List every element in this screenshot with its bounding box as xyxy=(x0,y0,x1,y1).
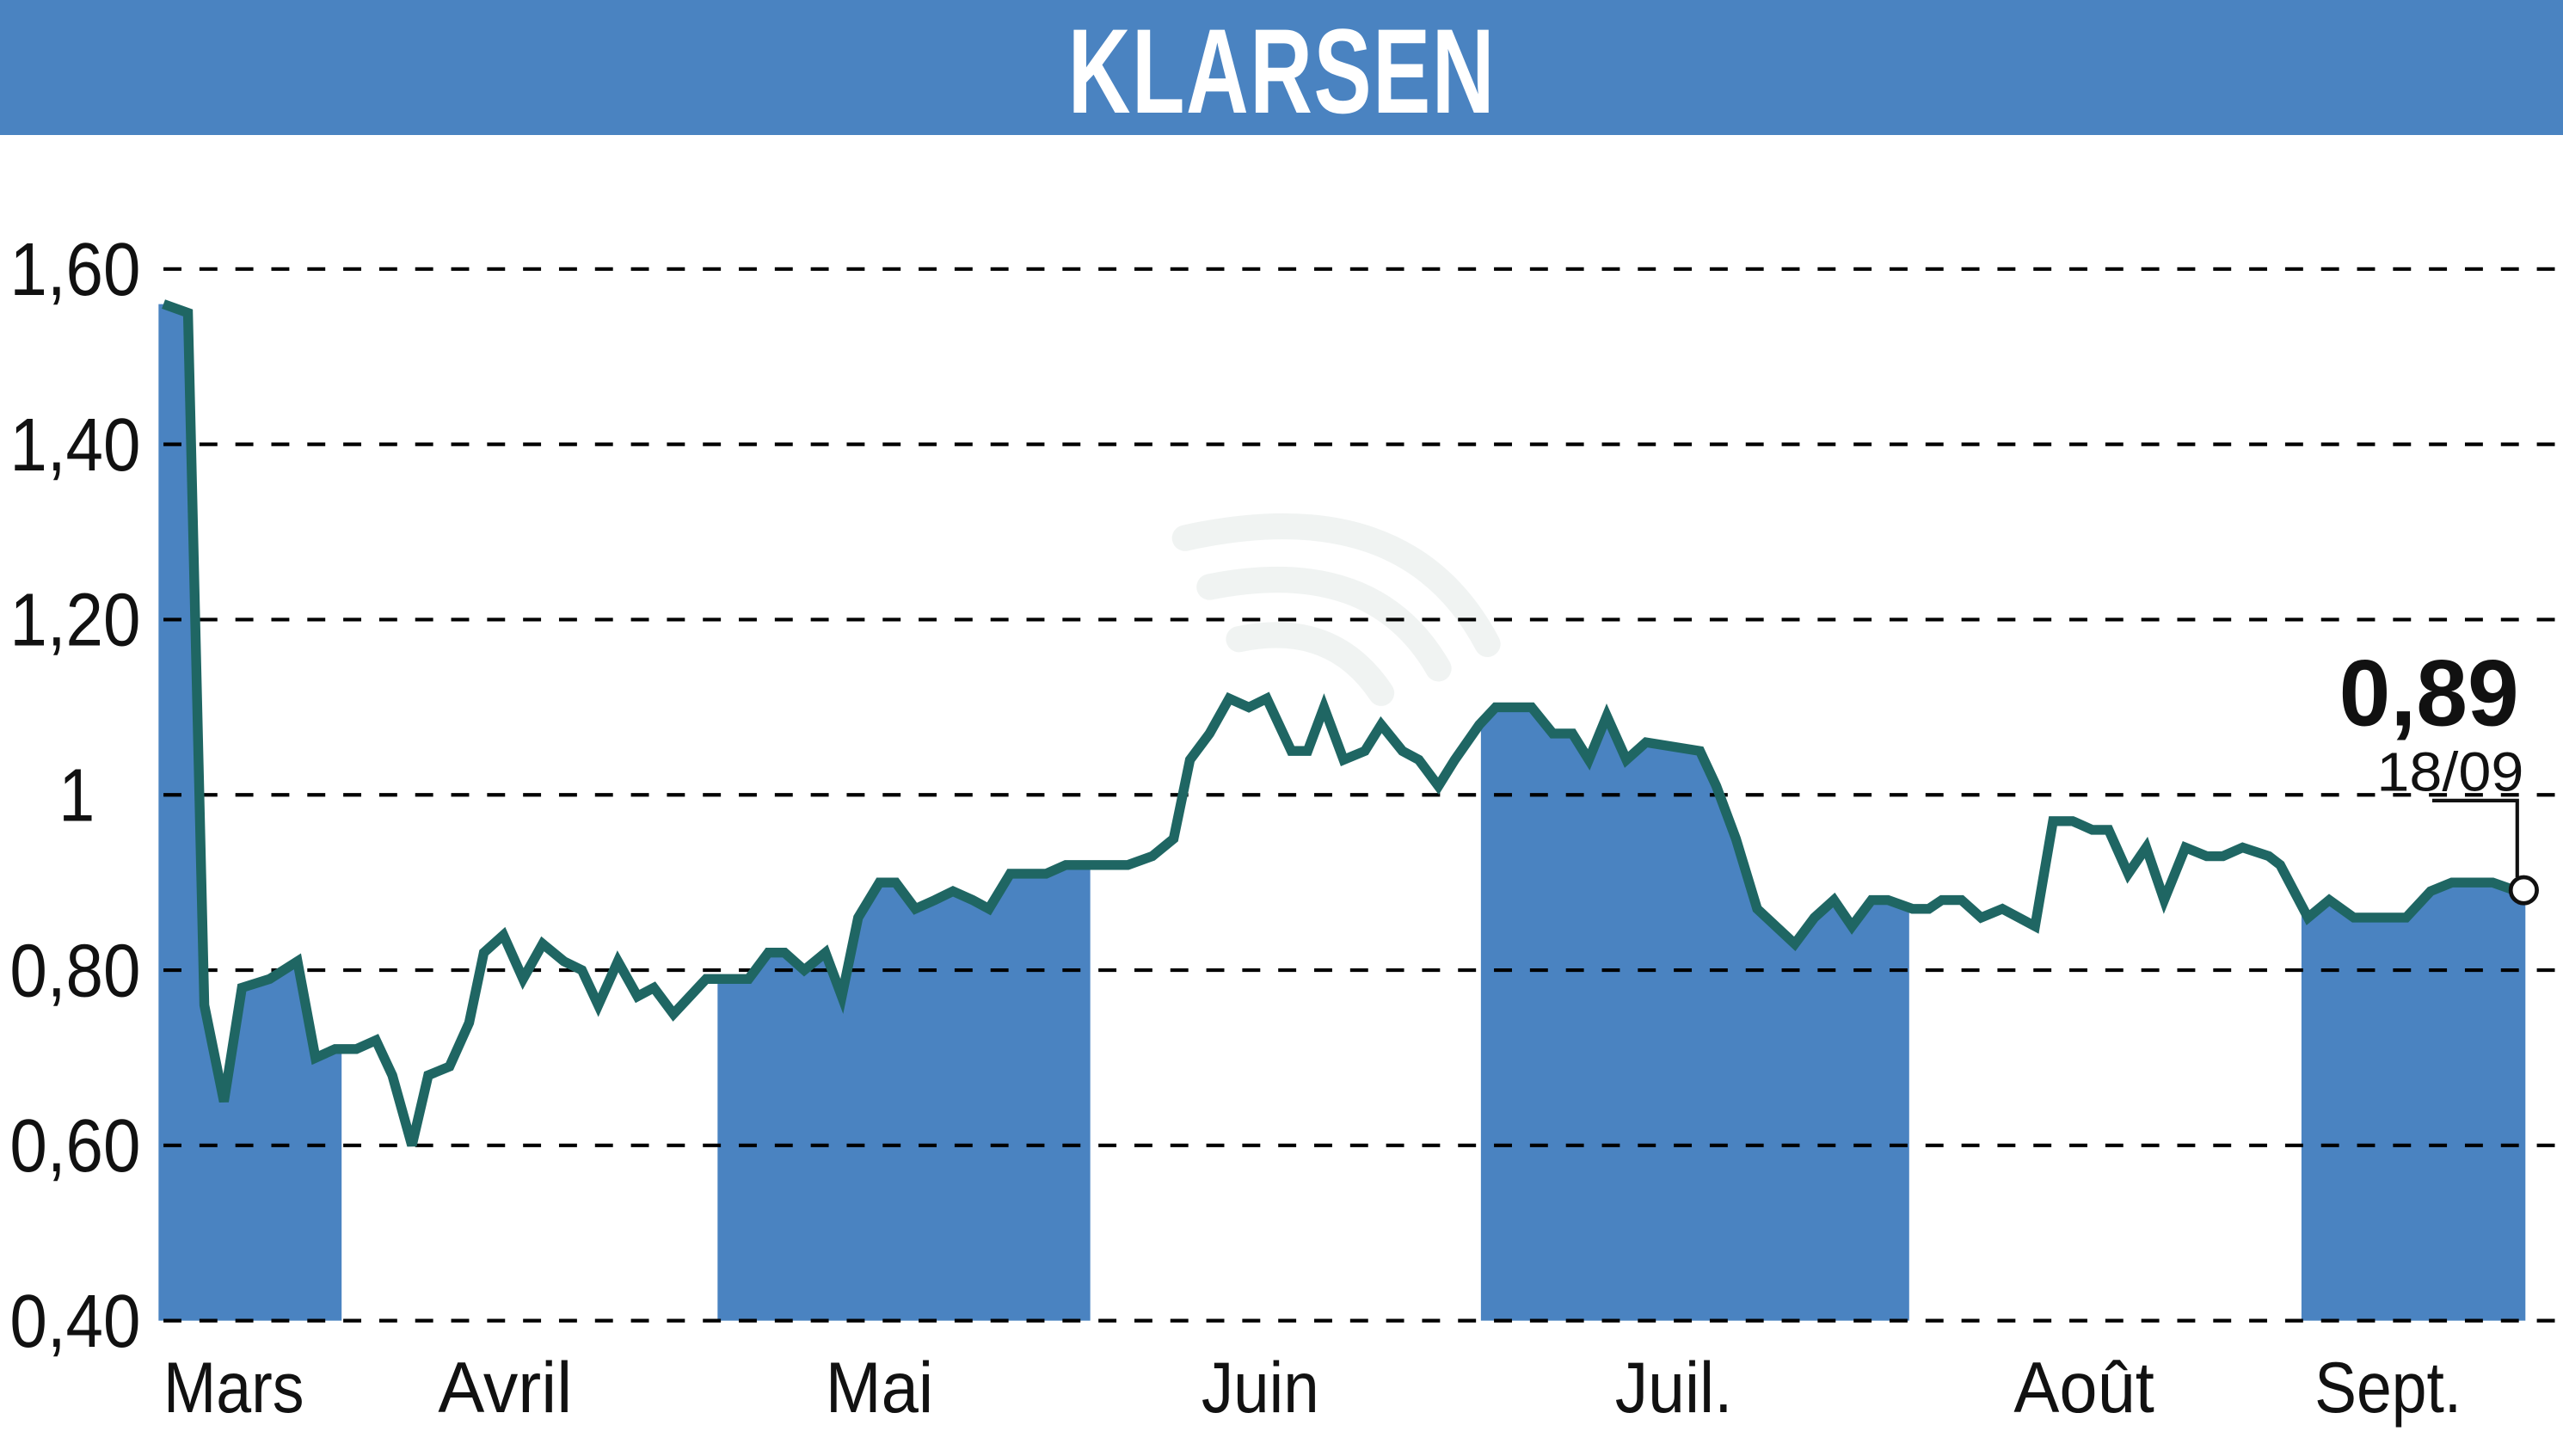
y-tick-label: 1,60 xyxy=(9,227,140,311)
watermark-wifi-icon xyxy=(1171,513,1501,706)
last-date: 18/09 xyxy=(2376,741,2523,803)
x-tick-label: Mai xyxy=(826,1347,933,1428)
y-tick-label: 1,20 xyxy=(9,578,140,662)
last-value-annotation: 0,89 18/09 xyxy=(2339,641,2539,906)
y-tick-label: 1 xyxy=(58,753,95,838)
month-band-mars xyxy=(158,304,342,1321)
last-point-marker xyxy=(2508,875,2539,906)
x-tick-label: Juil. xyxy=(1615,1347,1733,1428)
month-bands xyxy=(158,304,2526,1321)
month-band-sept xyxy=(2301,882,2526,1321)
y-tick-label: 0,80 xyxy=(9,928,140,1012)
y-axis-labels: 1,60 1,40 1,20 1 0,80 0,60 0,40 xyxy=(9,227,140,1363)
y-tick-label: 1,40 xyxy=(9,402,140,487)
chart-header: KLARSEN xyxy=(0,0,2563,135)
x-tick-label: Sept. xyxy=(2314,1347,2462,1428)
x-tick-label: Avril xyxy=(438,1347,572,1428)
x-tick-label: Juin xyxy=(1202,1347,1319,1428)
y-tick-label: 0,40 xyxy=(9,1279,140,1363)
grid-lines xyxy=(163,267,2563,1323)
chart-title: KLARSEN xyxy=(1067,3,1496,138)
month-band-juil xyxy=(1480,707,1909,1321)
x-axis-labels: Mars Avril Mai Juin Juil. Août Sept. xyxy=(163,1347,2462,1428)
price-line xyxy=(162,299,2519,1147)
last-value: 0,89 xyxy=(2339,641,2519,746)
x-tick-label: Août xyxy=(2013,1347,2154,1428)
month-band-mai xyxy=(717,864,1091,1321)
x-tick-label: Mars xyxy=(163,1347,304,1428)
y-tick-label: 0,60 xyxy=(9,1103,140,1188)
